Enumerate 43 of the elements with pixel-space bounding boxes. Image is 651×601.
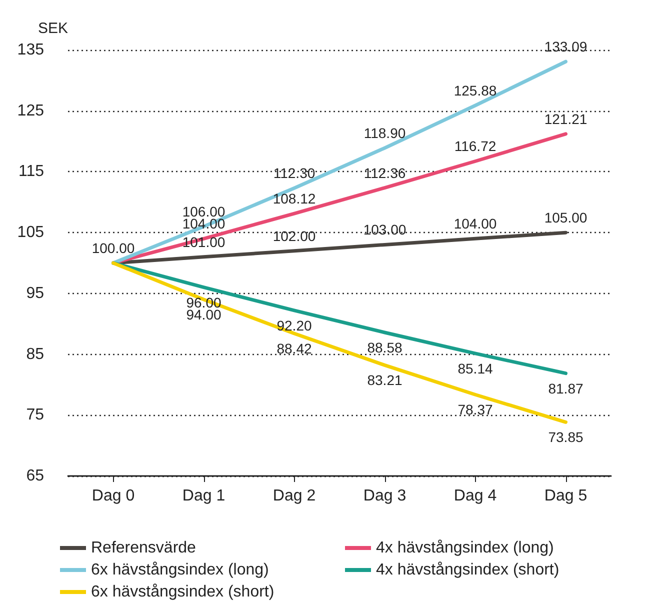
data-label: 92.20 — [276, 317, 312, 334]
data-label: 118.90 — [364, 124, 406, 141]
x-tick-label: Dag 1 — [182, 488, 226, 504]
data-label: 73.85 — [548, 429, 584, 446]
data-label: 103.00 — [363, 222, 406, 238]
data-label: 102.00 — [272, 228, 316, 244]
data-label: 88.42 — [276, 340, 312, 356]
legend-label: 4x hävstångsindex (long) — [376, 540, 554, 556]
x-tick-label: Dag 4 — [454, 488, 497, 504]
data-label: 94.00 — [186, 306, 222, 323]
y-axis-title: SEK — [38, 20, 68, 37]
data-label: 121.21 — [544, 110, 588, 127]
legend-label: 6x hävstångsindex (long) — [91, 562, 269, 578]
data-label: 83.21 — [367, 372, 402, 388]
data-label: 106.00 — [182, 203, 226, 220]
y-tick-label: 85 — [26, 346, 44, 363]
data-label: 112.30 — [273, 165, 316, 182]
data-label: 100.00 — [92, 240, 135, 256]
y-tick-label: 125 — [17, 102, 44, 120]
legend-label: Referensvärde — [91, 540, 196, 556]
legend-label: 6x hävstångsindex (short) — [91, 584, 274, 600]
x-tick-label: Dag 0 — [92, 488, 135, 504]
legend-label: 4x hävstångsindex (short) — [376, 562, 560, 578]
data-label: 105.00 — [544, 210, 588, 226]
y-tick-label: 65 — [26, 468, 44, 484]
y-tick-label: 95 — [26, 284, 44, 302]
data-label: 108.12 — [272, 190, 316, 207]
data-label: 78.37 — [458, 402, 493, 418]
data-label: 116.72 — [454, 138, 496, 154]
data-label: 125.88 — [454, 82, 497, 98]
y-tick-label: 135 — [17, 42, 44, 58]
data-label: 112.36 — [364, 164, 406, 181]
data-label: 81.87 — [548, 380, 584, 396]
data-label: 104.00 — [454, 216, 497, 232]
x-tick-label: Dag 2 — [272, 488, 316, 504]
data-label: 88.58 — [367, 340, 402, 356]
data-label: 133.09 — [544, 38, 588, 55]
y-tick-label: 105 — [17, 224, 44, 242]
y-tick-label: 115 — [18, 163, 44, 180]
x-tick-label: Dag 5 — [544, 488, 588, 504]
x-tick-label: Dag 3 — [363, 488, 406, 504]
data-label: 85.14 — [458, 360, 493, 376]
y-tick-label: 75 — [26, 406, 44, 424]
